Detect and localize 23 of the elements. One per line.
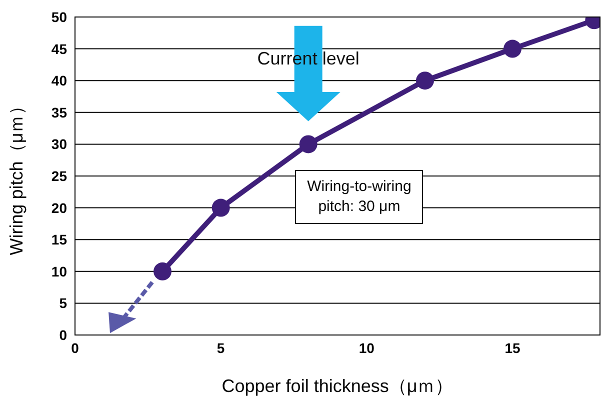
x-tick-label: 15	[504, 340, 520, 356]
point	[504, 40, 522, 58]
y-tick-label: 10	[51, 263, 68, 280]
y-tick-label: 5	[59, 295, 68, 312]
y-tick-label: 50	[51, 8, 68, 25]
y-tick-label: 15	[51, 232, 68, 248]
y-tick-label: 0	[59, 326, 68, 343]
y-tick-label: 25	[51, 168, 68, 184]
y-tick-label: 20	[51, 200, 68, 216]
point	[299, 135, 318, 154]
y-tick-label: 35	[51, 104, 68, 120]
x-tick-label: 0	[71, 340, 80, 356]
x-tick-label: 5	[216, 340, 225, 356]
x-tick-label: 10	[358, 340, 375, 356]
y-tick-label: 40	[51, 72, 68, 89]
y-axis-title: Wiring pitch（μｍ）	[6, 96, 26, 256]
y-tick-label: 45	[51, 40, 68, 57]
point	[416, 72, 434, 90]
point	[212, 198, 230, 217]
y-tick-label: 30	[51, 136, 68, 152]
x-axis-title: Copper foil thickness（μｍ）	[222, 376, 454, 396]
annotation: Wiring-to-wiring pitch: 30 μm	[295, 170, 424, 224]
point	[154, 262, 172, 280]
